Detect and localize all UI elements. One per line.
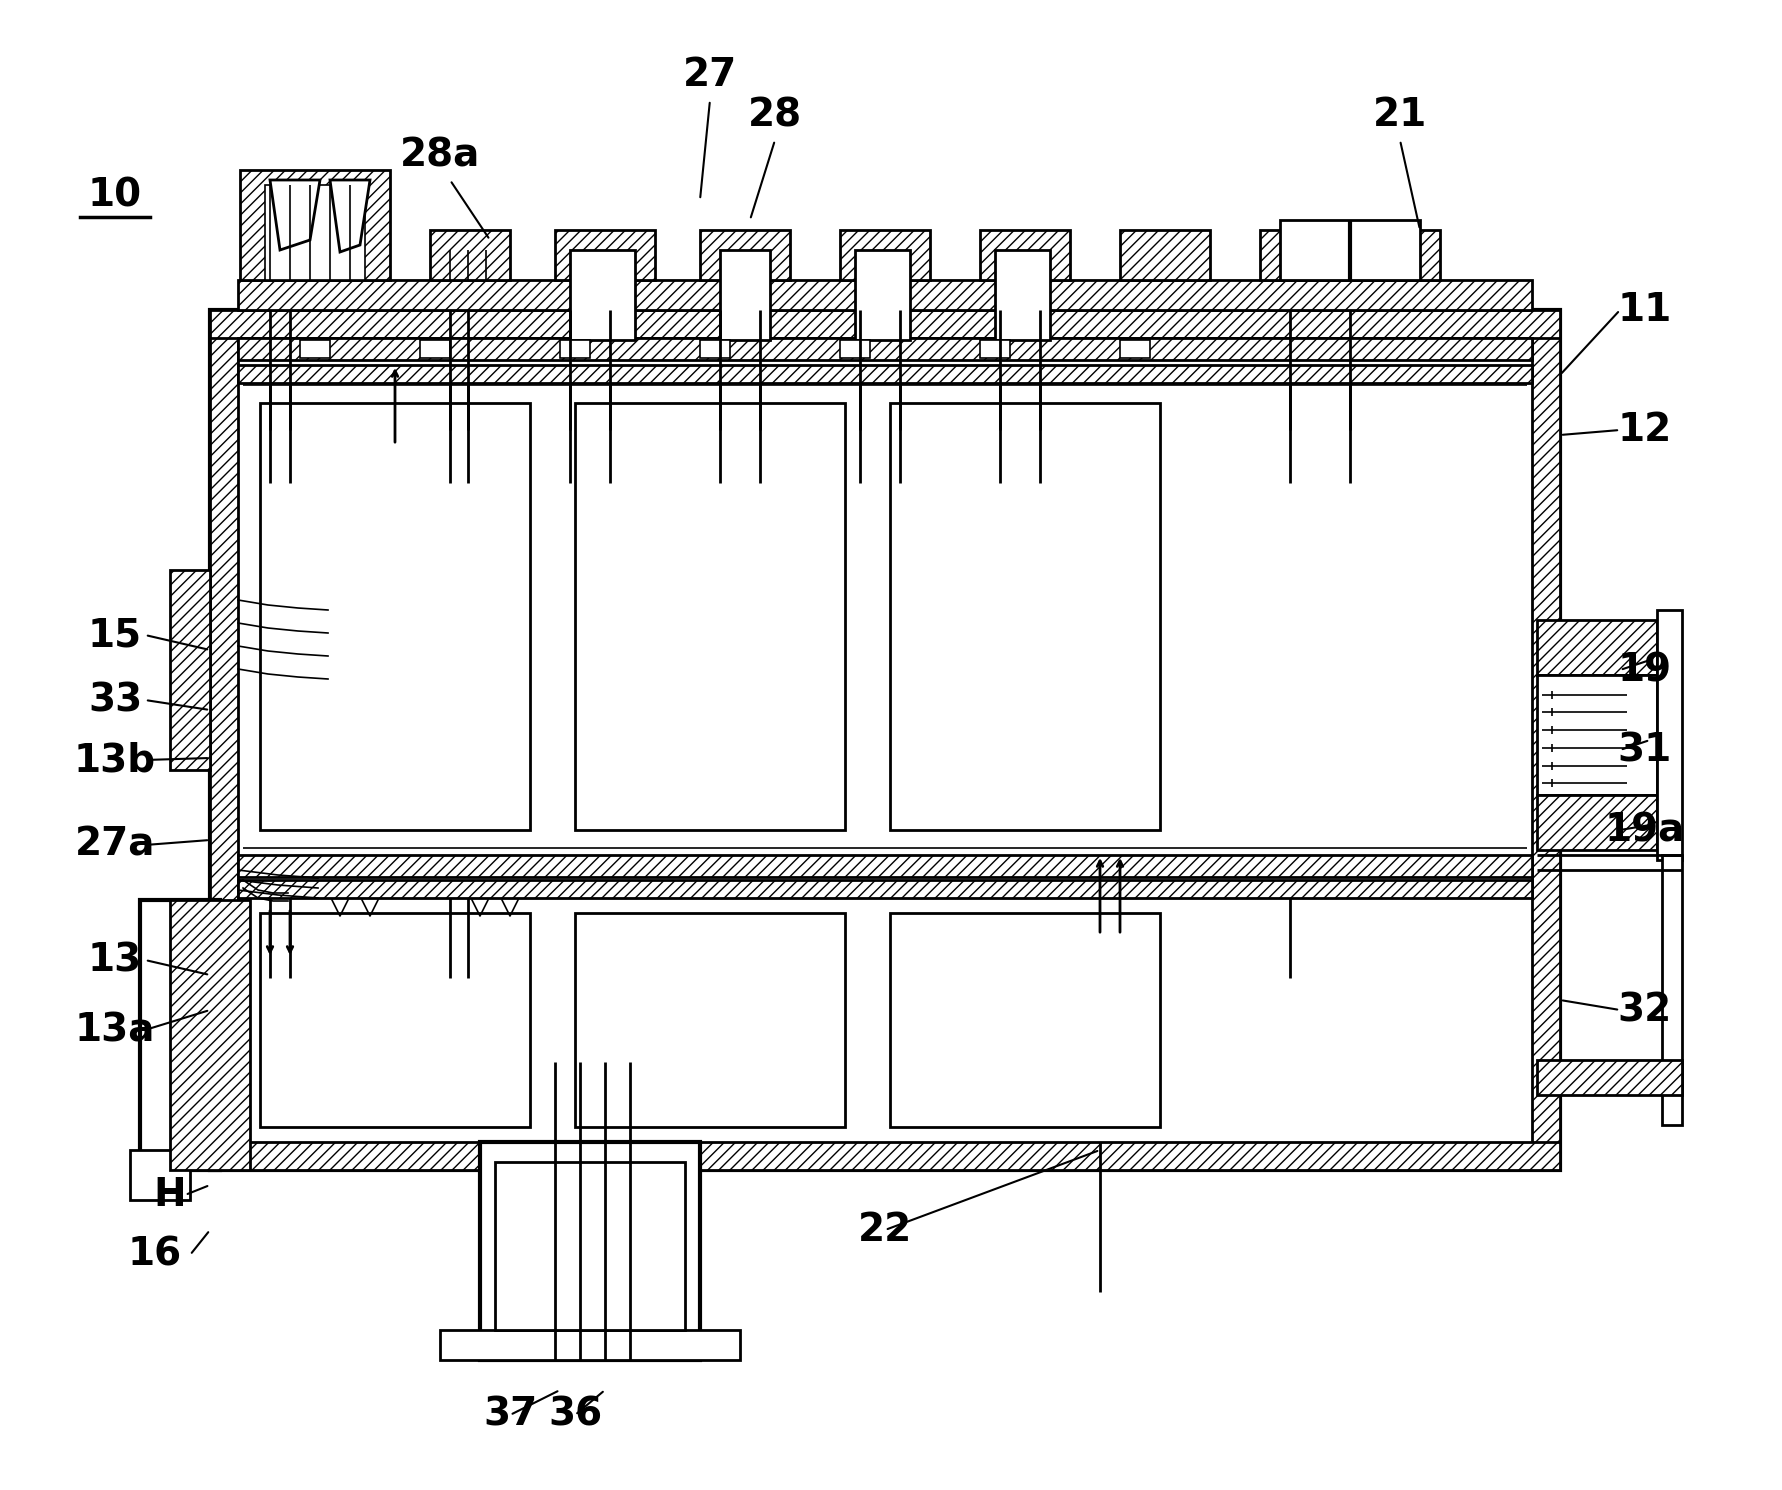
Text: 12: 12 [1618,411,1672,448]
Bar [241,170,390,280]
Bar [1279,221,1420,280]
Bar [839,229,930,280]
Text: 37: 37 [483,1396,536,1433]
Bar [1538,620,1657,675]
Text: 13a: 13a [75,1012,155,1049]
Bar [260,402,529,830]
Text: 22: 22 [857,1211,912,1249]
Bar [239,365,1533,383]
Text: 33: 33 [87,681,143,720]
Bar [239,280,1533,310]
Bar [495,1162,684,1331]
Bar [239,881,1533,898]
Bar [700,229,789,280]
Bar [299,340,330,358]
Bar [260,913,529,1126]
Bar [560,340,590,358]
Bar [720,250,770,340]
Bar [421,340,451,358]
Bar [889,402,1160,830]
Bar [1121,340,1149,358]
Bar [169,900,249,1170]
Bar [570,250,634,340]
Bar [266,185,365,280]
Bar [889,913,1160,1126]
Bar [839,340,870,358]
Bar [1260,229,1440,280]
Bar [576,402,845,830]
Bar [479,1141,700,1360]
Bar [1533,310,1559,1170]
Text: 16: 16 [128,1237,182,1274]
Bar [210,310,1559,1170]
Bar [700,340,731,358]
Bar [1657,609,1682,860]
Bar [576,913,845,1126]
Text: 21: 21 [1372,95,1427,134]
Bar [130,1150,191,1199]
Bar [980,229,1069,280]
Text: 32: 32 [1618,991,1672,1030]
Bar [429,229,510,280]
Bar [994,250,1050,340]
Bar [239,855,1533,878]
Bar [980,340,1010,358]
Bar [1121,229,1210,280]
Text: 27: 27 [683,57,738,94]
Polygon shape [271,180,321,250]
Text: 31: 31 [1618,732,1672,769]
Text: 27a: 27a [75,825,155,864]
Bar [141,900,219,1170]
Text: 11: 11 [1618,291,1672,329]
Bar [239,338,1533,361]
Bar [440,1331,740,1360]
Polygon shape [330,180,371,252]
Bar [855,250,911,340]
Text: 28a: 28a [399,136,479,174]
Text: 13: 13 [87,942,143,979]
Bar [210,1141,1559,1170]
Text: 13b: 13b [73,741,157,779]
Bar [210,310,239,1170]
Text: 28: 28 [748,95,802,134]
Text: 15: 15 [87,615,143,654]
Bar [554,229,656,280]
Bar [169,571,210,770]
Bar [1538,1059,1682,1095]
Text: 36: 36 [547,1396,602,1433]
Bar [1538,675,1657,796]
Bar [1663,855,1682,1125]
Bar [210,310,1559,338]
Text: 19a: 19a [1606,811,1686,849]
Bar [1538,796,1657,849]
Text: 19: 19 [1618,651,1672,688]
Text: 10: 10 [87,176,143,215]
Text: H: H [153,1176,187,1214]
